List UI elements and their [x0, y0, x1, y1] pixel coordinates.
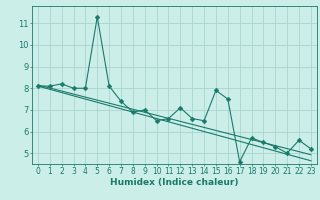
X-axis label: Humidex (Indice chaleur): Humidex (Indice chaleur) — [110, 178, 239, 187]
